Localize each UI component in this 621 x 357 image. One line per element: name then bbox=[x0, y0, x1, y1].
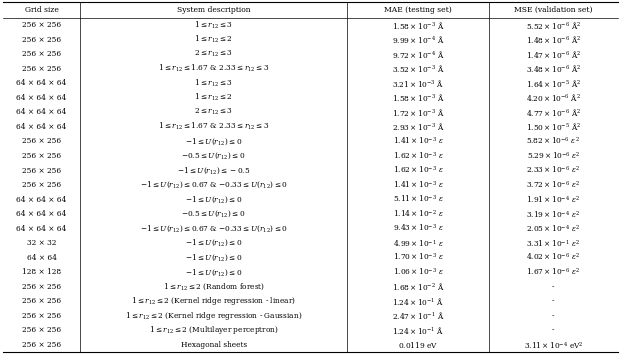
Text: $1 \leq r_{12} \leq 2$ (Multilayer perceptron): $1 \leq r_{12} \leq 2$ (Multilayer perce… bbox=[149, 325, 279, 337]
Text: 256 × 256: 256 × 256 bbox=[22, 297, 61, 305]
Text: $1.14 \times 10^{-2}$ $\epsilon$: $1.14 \times 10^{-2}$ $\epsilon$ bbox=[392, 208, 443, 220]
Text: 256 × 256: 256 × 256 bbox=[22, 21, 61, 29]
Text: $3.19 \times 10^{-4}$ $\epsilon^2$: $3.19 \times 10^{-4}$ $\epsilon^2$ bbox=[527, 208, 581, 220]
Text: $3.31 \times 10^{-1}$ $\epsilon^2$: $3.31 \times 10^{-1}$ $\epsilon^2$ bbox=[527, 238, 581, 249]
Text: 256 × 256: 256 × 256 bbox=[22, 137, 61, 145]
Text: $1 \leq r_{12} \leq 2$: $1 \leq r_{12} \leq 2$ bbox=[194, 92, 233, 104]
Text: -: - bbox=[552, 327, 555, 335]
Text: 64 × 64 × 64: 64 × 64 × 64 bbox=[16, 79, 66, 87]
Text: 64 × 64 × 64: 64 × 64 × 64 bbox=[16, 225, 66, 233]
Text: $1.24 \times 10^{-1}$ Å: $1.24 \times 10^{-1}$ Å bbox=[392, 325, 444, 336]
Text: $-1 \leq U(r_{12}) \leq 0$: $-1 \leq U(r_{12}) \leq 0$ bbox=[185, 136, 242, 147]
Text: 64 × 64: 64 × 64 bbox=[27, 254, 57, 262]
Text: $4.77 \times 10^{-6}$ Å$^2$: $4.77 \times 10^{-6}$ Å$^2$ bbox=[526, 107, 581, 118]
Text: $3.52 \times 10^{-3}$ Å: $3.52 \times 10^{-3}$ Å bbox=[392, 63, 444, 74]
Text: $1 \leq r_{12} \leq 2$ (Kernel ridge regression - linear): $1 \leq r_{12} \leq 2$ (Kernel ridge reg… bbox=[131, 295, 296, 307]
Text: $1.91 \times 10^{-4}$ $\epsilon^2$: $1.91 \times 10^{-4}$ $\epsilon^2$ bbox=[527, 194, 581, 205]
Text: $1.64 \times 10^{-5}$ Å$^2$: $1.64 \times 10^{-5}$ Å$^2$ bbox=[526, 78, 581, 89]
Text: 256 × 256: 256 × 256 bbox=[22, 181, 61, 189]
Text: $9.99 \times 10^{-4}$ Å: $9.99 \times 10^{-4}$ Å bbox=[392, 34, 444, 45]
Text: $4.99 \times 10^{-1}$ $\epsilon$: $4.99 \times 10^{-1}$ $\epsilon$ bbox=[392, 238, 443, 249]
Text: $1.70 \times 10^{-3}$ $\epsilon$: $1.70 \times 10^{-3}$ $\epsilon$ bbox=[392, 252, 443, 263]
Text: $-1 \leq U(r_{12}) \leq 0.67$ & $-0.33 \leq U(r_{12}) \leq 0$: $-1 \leq U(r_{12}) \leq 0.67$ & $-0.33 \… bbox=[140, 223, 288, 234]
Text: $-1 \leq U(r_{12}) \leq 0.67$ & $-0.33 \leq U(r_{12}) \leq 0$: $-1 \leq U(r_{12}) \leq 0.67$ & $-0.33 \… bbox=[140, 180, 288, 190]
Text: $-1 \leq U(r_{12}) \leq 0$: $-1 \leq U(r_{12}) \leq 0$ bbox=[185, 267, 242, 277]
Text: $-1 \leq U(r_{12}) \leq -0.5$: $-1 \leq U(r_{12}) \leq -0.5$ bbox=[177, 165, 250, 176]
Text: 256 × 256: 256 × 256 bbox=[22, 283, 61, 291]
Text: $5.11 \times 10^{-3}$ $\epsilon$: $5.11 \times 10^{-3}$ $\epsilon$ bbox=[392, 194, 443, 205]
Text: $2.05 \times 10^{-4}$ $\epsilon^2$: $2.05 \times 10^{-4}$ $\epsilon^2$ bbox=[527, 223, 581, 234]
Text: $1.48 \times 10^{-6}$ Å$^2$: $1.48 \times 10^{-6}$ Å$^2$ bbox=[526, 34, 581, 45]
Text: 128 × 128: 128 × 128 bbox=[22, 268, 61, 276]
Text: $1 \leq r_{12} \leq 1.67$ & $2.33 \leq r_{12} \leq 3$: $1 \leq r_{12} \leq 1.67$ & $2.33 \leq r… bbox=[158, 63, 270, 74]
Text: $5.52 \times 10^{-6}$ Å$^2$: $5.52 \times 10^{-6}$ Å$^2$ bbox=[526, 20, 581, 31]
Text: 32 × 32: 32 × 32 bbox=[27, 239, 57, 247]
Text: $1.72 \times 10^{-3}$ Å: $1.72 \times 10^{-3}$ Å bbox=[392, 107, 444, 118]
Text: $1 \leq r_{12} \leq 2$ (Random forest): $1 \leq r_{12} \leq 2$ (Random forest) bbox=[163, 282, 265, 292]
Text: -: - bbox=[552, 283, 555, 291]
Text: MAE (testing set): MAE (testing set) bbox=[384, 6, 452, 14]
Text: Grid size: Grid size bbox=[25, 6, 58, 14]
Text: 64 × 64 × 64: 64 × 64 × 64 bbox=[16, 123, 66, 131]
Text: 64 × 64 × 64: 64 × 64 × 64 bbox=[16, 108, 66, 116]
Text: 256 × 256: 256 × 256 bbox=[22, 312, 61, 320]
Text: $2.33 \times 10^{-6}$ $\epsilon^2$: $2.33 \times 10^{-6}$ $\epsilon^2$ bbox=[527, 165, 581, 176]
Text: 256 × 256: 256 × 256 bbox=[22, 166, 61, 175]
Text: $4.02 \times 10^{-6}$ $\epsilon^2$: $4.02 \times 10^{-6}$ $\epsilon^2$ bbox=[527, 252, 581, 263]
Text: $1.62 \times 10^{-3}$ $\epsilon$: $1.62 \times 10^{-3}$ $\epsilon$ bbox=[392, 150, 443, 162]
Text: $5.82 \times 10^{-6}$ $\epsilon^2$: $5.82 \times 10^{-6}$ $\epsilon^2$ bbox=[527, 136, 580, 147]
Text: $1 \leq r_{12} \leq 3$: $1 \leq r_{12} \leq 3$ bbox=[194, 77, 233, 89]
Text: $4.20 \times 10^{-6}$ Å$^2$: $4.20 \times 10^{-6}$ Å$^2$ bbox=[526, 92, 581, 103]
Text: 256 × 256: 256 × 256 bbox=[22, 327, 61, 335]
Text: $3.11 \times 10^{-4}$ eV$^2$: $3.11 \times 10^{-4}$ eV$^2$ bbox=[524, 340, 583, 351]
Text: $1.67 \times 10^{-6}$ $\epsilon^2$: $1.67 \times 10^{-6}$ $\epsilon^2$ bbox=[527, 267, 581, 278]
Text: $0.0119$ eV: $0.0119$ eV bbox=[398, 340, 438, 350]
Text: 256 × 256: 256 × 256 bbox=[22, 152, 61, 160]
Text: $-1 \leq U(r_{12}) \leq 0$: $-1 \leq U(r_{12}) \leq 0$ bbox=[185, 195, 242, 205]
Text: -: - bbox=[552, 297, 555, 305]
Text: 256 × 256: 256 × 256 bbox=[22, 65, 61, 73]
Text: $1 \leq r_{12} \leq 2$ (Kernel ridge regression - Gaussian): $1 \leq r_{12} \leq 2$ (Kernel ridge reg… bbox=[125, 310, 302, 322]
Text: $1.50 \times 10^{-5}$ Å$^2$: $1.50 \times 10^{-5}$ Å$^2$ bbox=[526, 121, 581, 132]
Text: $1.68 \times 10^{-2}$ Å: $1.68 \times 10^{-2}$ Å bbox=[392, 281, 444, 292]
Text: $1 \leq r_{12} \leq 1.67$ & $2.33 \leq r_{12} \leq 3$: $1 \leq r_{12} \leq 1.67$ & $2.33 \leq r… bbox=[158, 121, 270, 132]
Text: 256 × 256: 256 × 256 bbox=[22, 36, 61, 44]
Text: Hexagonal sheets: Hexagonal sheets bbox=[181, 341, 247, 349]
Text: 64 × 64 × 64: 64 × 64 × 64 bbox=[16, 210, 66, 218]
Text: $-0.5 \leq U(r_{12}) \leq 0$: $-0.5 \leq U(r_{12}) \leq 0$ bbox=[181, 151, 246, 161]
Text: $1.58 \times 10^{-3}$ Å: $1.58 \times 10^{-3}$ Å bbox=[392, 20, 444, 31]
Text: 64 × 64 × 64: 64 × 64 × 64 bbox=[16, 94, 66, 102]
Text: 256 × 256: 256 × 256 bbox=[22, 341, 61, 349]
Text: $-0.5 \leq U(r_{12}) \leq 0$: $-0.5 \leq U(r_{12}) \leq 0$ bbox=[181, 209, 246, 219]
Text: $1.58 \times 10^{-3}$ Å: $1.58 \times 10^{-3}$ Å bbox=[392, 92, 444, 103]
Text: $-1 \leq U(r_{12}) \leq 0$: $-1 \leq U(r_{12}) \leq 0$ bbox=[185, 238, 242, 248]
Text: $1.06 \times 10^{-3}$ $\epsilon$: $1.06 \times 10^{-3}$ $\epsilon$ bbox=[392, 267, 443, 278]
Text: $3.21 \times 10^{-3}$ Å: $3.21 \times 10^{-3}$ Å bbox=[392, 78, 444, 89]
Text: 64 × 64 × 64: 64 × 64 × 64 bbox=[16, 196, 66, 203]
Text: $9.43 \times 10^{-3}$ $\epsilon$: $9.43 \times 10^{-3}$ $\epsilon$ bbox=[392, 223, 443, 234]
Text: $2.47 \times 10^{-1}$ Å: $2.47 \times 10^{-1}$ Å bbox=[392, 311, 444, 321]
Text: -: - bbox=[552, 312, 555, 320]
Text: $1 \leq r_{12} \leq 2$: $1 \leq r_{12} \leq 2$ bbox=[194, 34, 233, 45]
Text: $2 \leq r_{12} \leq 3$: $2 \leq r_{12} \leq 3$ bbox=[194, 49, 233, 59]
Text: $-1 \leq U(r_{12}) \leq 0$: $-1 \leq U(r_{12}) \leq 0$ bbox=[185, 252, 242, 263]
Text: MSE (validation set): MSE (validation set) bbox=[514, 6, 592, 14]
Text: $1 \leq r_{12} \leq 3$: $1 \leq r_{12} \leq 3$ bbox=[194, 19, 233, 31]
Text: $1.62 \times 10^{-3}$ $\epsilon$: $1.62 \times 10^{-3}$ $\epsilon$ bbox=[392, 165, 443, 176]
Text: $1.24 \times 10^{-1}$ Å: $1.24 \times 10^{-1}$ Å bbox=[392, 296, 444, 307]
Text: $9.72 \times 10^{-4}$ Å: $9.72 \times 10^{-4}$ Å bbox=[392, 49, 444, 60]
Text: $2.93 \times 10^{-3}$ Å: $2.93 \times 10^{-3}$ Å bbox=[392, 121, 444, 132]
Text: $3.72 \times 10^{-6}$ $\epsilon^2$: $3.72 \times 10^{-6}$ $\epsilon^2$ bbox=[527, 180, 581, 191]
Text: $3.48 \times 10^{-6}$ Å$^2$: $3.48 \times 10^{-6}$ Å$^2$ bbox=[526, 63, 581, 74]
Text: $1.41 \times 10^{-3}$ $\epsilon$: $1.41 \times 10^{-3}$ $\epsilon$ bbox=[392, 136, 443, 147]
Text: System description: System description bbox=[177, 6, 250, 14]
Text: $1.47 \times 10^{-6}$ Å$^2$: $1.47 \times 10^{-6}$ Å$^2$ bbox=[526, 49, 581, 60]
Text: $5.29 \times 10^{-6}$ $\epsilon^2$: $5.29 \times 10^{-6}$ $\epsilon^2$ bbox=[527, 150, 580, 162]
Text: $2 \leq r_{12} \leq 3$: $2 \leq r_{12} \leq 3$ bbox=[194, 107, 233, 117]
Text: 256 × 256: 256 × 256 bbox=[22, 50, 61, 58]
Text: $1.41 \times 10^{-3}$ $\epsilon$: $1.41 \times 10^{-3}$ $\epsilon$ bbox=[392, 180, 443, 191]
